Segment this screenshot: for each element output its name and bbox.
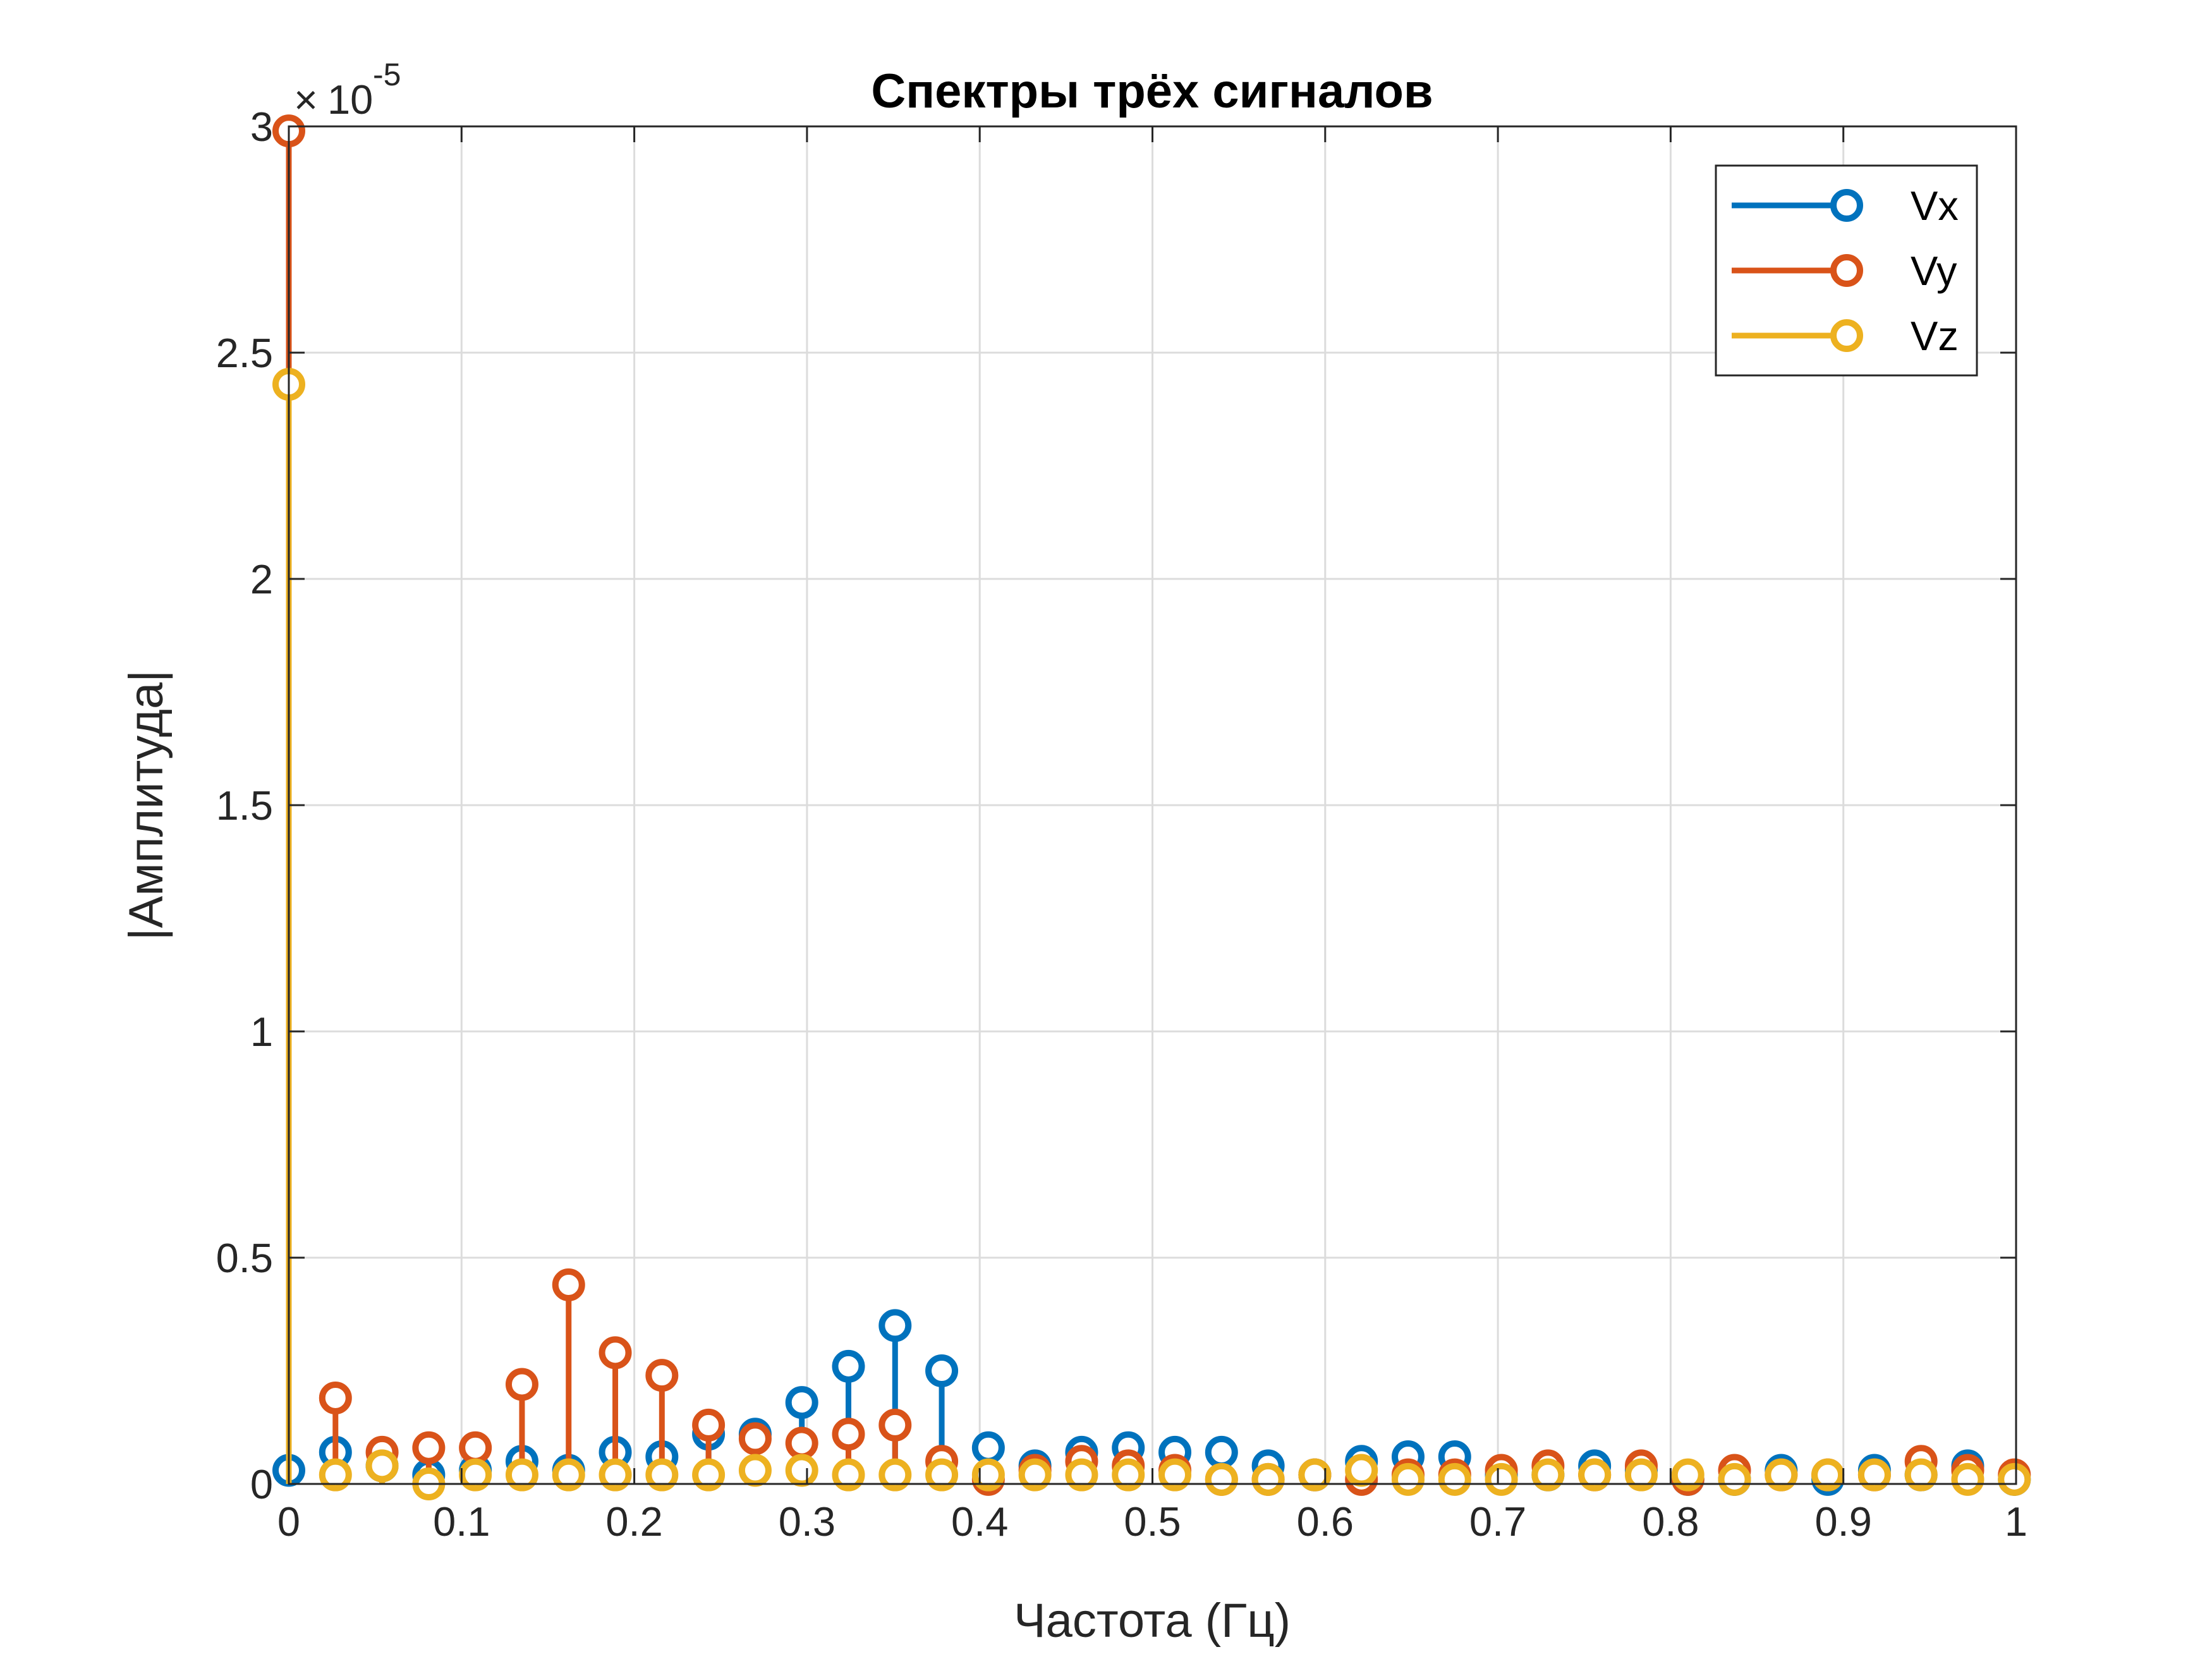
stem-marker	[1811, 1458, 1845, 1492]
stem-marker	[1205, 1462, 1238, 1496]
stem-marker	[599, 1336, 632, 1370]
stem-marker	[599, 1458, 632, 1492]
y-tick-label: 1	[250, 1009, 273, 1055]
legend-item-Vy[interactable]: Vy	[1732, 248, 1957, 294]
stem-marker	[1018, 1458, 1052, 1492]
stem-marker	[738, 1454, 772, 1487]
stem-marker	[785, 1426, 818, 1460]
stem-marker	[971, 1458, 1005, 1492]
stem-marker	[925, 1458, 959, 1492]
stem-marker	[1205, 1435, 1238, 1469]
stem-marker	[1065, 1458, 1098, 1492]
stem-marker	[785, 1386, 818, 1419]
stems	[272, 114, 2031, 1500]
legend-marker	[1830, 189, 1863, 222]
chart-title: Спектры трёх сигналов	[871, 64, 1433, 118]
stem-marker	[645, 1359, 679, 1392]
stem-marker	[1345, 1454, 1378, 1487]
stem-marker	[1438, 1462, 1471, 1496]
stem-marker	[365, 1449, 399, 1483]
stem-marker	[552, 1458, 585, 1492]
exponent-power: -5	[373, 57, 401, 92]
stem-marker	[412, 1431, 446, 1464]
stem-marker	[319, 1458, 352, 1492]
stem-marker	[505, 1368, 538, 1401]
legend[interactable]: Vx Vy Vz	[1715, 164, 1978, 377]
x-tick-label: 0.8	[1642, 1498, 1699, 1545]
stem-marker	[1998, 1462, 2031, 1496]
stem-marker	[1485, 1462, 1518, 1496]
stem-marker	[692, 1408, 726, 1442]
x-tick-label: 0.5	[1124, 1498, 1181, 1545]
stem-marker	[1951, 1462, 1984, 1496]
y-exponent-label: × 10 -5	[294, 57, 401, 123]
x-tick-label: 0.1	[433, 1498, 490, 1545]
stem-marker	[1251, 1462, 1285, 1496]
stem-marker	[878, 1458, 912, 1492]
x-tick-label: 0.4	[951, 1498, 1008, 1545]
legend-label: Vz	[1911, 313, 1959, 359]
x-tick-label: 0.2	[605, 1498, 662, 1545]
x-tick-label: 0.3	[779, 1498, 836, 1545]
stem-marker	[1624, 1458, 1658, 1492]
legend-item-Vx[interactable]: Vx	[1732, 183, 1959, 229]
stem-marker	[505, 1458, 538, 1492]
legend-item-Vz[interactable]: Vz	[1732, 313, 1959, 359]
stem-marker	[459, 1431, 492, 1464]
stem-marker	[1158, 1458, 1192, 1492]
legend-marker	[1830, 254, 1863, 287]
y-tick-label: 3	[250, 104, 273, 150]
x-axis-label: Частота (Гц)	[1014, 1594, 1291, 1648]
y-tick-label: 2	[250, 556, 273, 602]
stem-marker	[1391, 1462, 1425, 1496]
x-tick-label: 1	[2005, 1498, 2027, 1545]
legend-label: Vy	[1911, 248, 1957, 294]
stem-marker	[878, 1408, 912, 1442]
series-Vz	[272, 368, 2031, 1500]
y-tick-label: 0.5	[216, 1235, 273, 1281]
exponent-base: 10	[327, 76, 373, 123]
stem-marker	[925, 1354, 959, 1387]
y-tick-label: 0	[250, 1461, 273, 1507]
stem-marker	[1112, 1458, 1145, 1492]
stem-marker	[878, 1309, 912, 1342]
y-tick-label: 2.5	[216, 330, 273, 376]
stem-marker	[832, 1418, 865, 1451]
x-tick-label: 0.6	[1297, 1498, 1354, 1545]
stem-marker	[1765, 1458, 1798, 1492]
stem-marker	[1531, 1458, 1565, 1492]
stem-marker	[692, 1458, 726, 1492]
stem-marker	[1718, 1462, 1751, 1496]
stem-marker	[1578, 1458, 1612, 1492]
x-tick-label: 0.7	[1469, 1498, 1526, 1545]
stem-marker	[645, 1458, 679, 1492]
stem-marker	[1671, 1458, 1705, 1492]
y-axis-label: |Амплитуда|	[119, 670, 173, 940]
legend-marker	[1830, 319, 1863, 352]
legend-label: Vx	[1911, 183, 1959, 229]
stem-marker	[1857, 1458, 1891, 1492]
stem-marker	[738, 1422, 772, 1455]
y-tick-label: 1.5	[216, 782, 273, 829]
stem-marker	[832, 1349, 865, 1383]
stem-marker	[1298, 1458, 1332, 1492]
ticks: 0 0.1 0.2 0.3 0.4 0.5 0.6 0.7 0.8 0.9 1 0 0.5 1 1.5 2 2.…	[216, 104, 2027, 1545]
exponent-times: ×	[294, 76, 318, 123]
stem-marker	[785, 1454, 818, 1487]
stem-marker	[319, 1381, 352, 1414]
x-tick-label: 0	[277, 1498, 300, 1545]
stem-marker	[1904, 1458, 1938, 1492]
x-tick-label: 0.9	[1815, 1498, 1872, 1545]
stem-marker	[832, 1458, 865, 1492]
stem-marker	[552, 1268, 585, 1301]
stem-marker	[971, 1431, 1005, 1464]
